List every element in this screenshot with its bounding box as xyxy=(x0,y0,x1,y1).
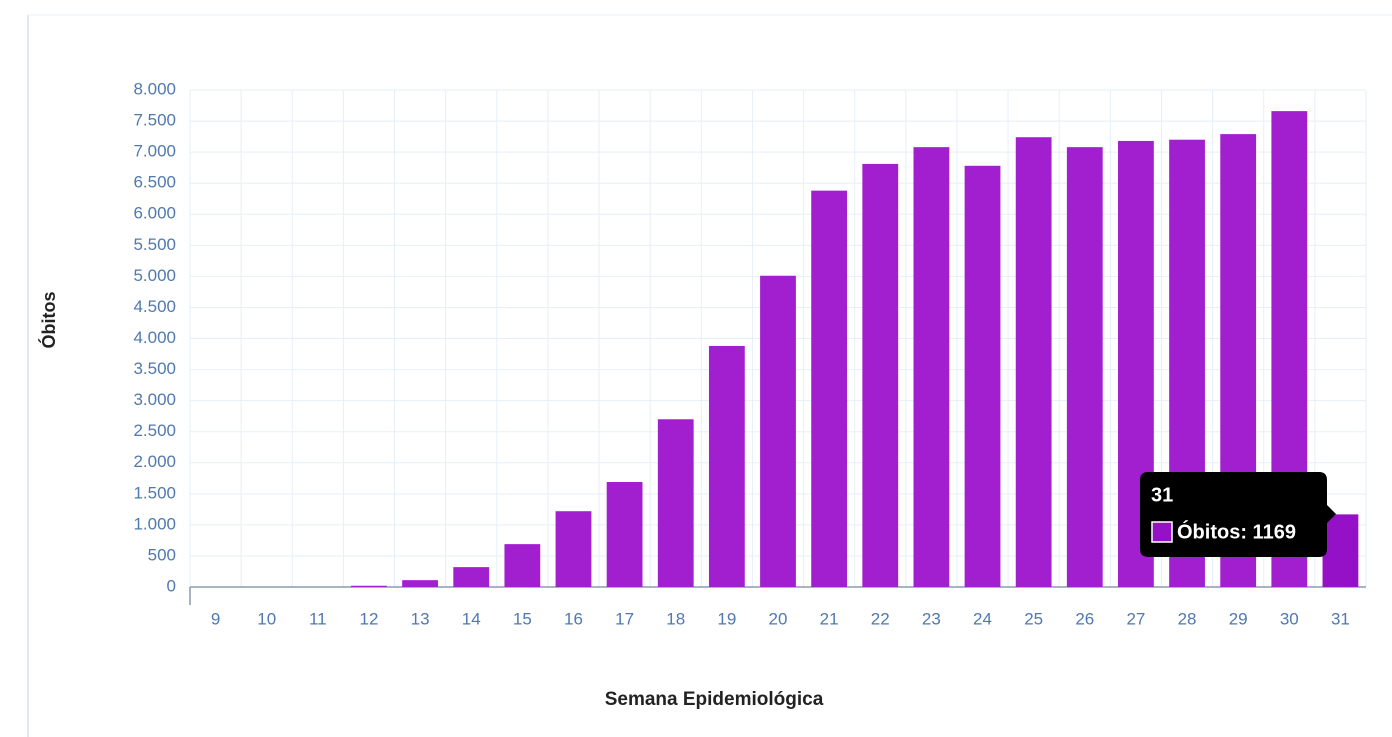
tooltip-title: 31 xyxy=(1151,484,1173,506)
y-tick-label: 4.500 xyxy=(133,297,176,316)
x-tick-label: 18 xyxy=(666,609,685,628)
x-tick-label: 20 xyxy=(769,609,788,628)
x-tick-label: 22 xyxy=(871,609,890,628)
bar xyxy=(1322,514,1359,587)
x-tick-label: 9 xyxy=(211,609,220,628)
bar xyxy=(606,482,643,587)
x-tick-label: 27 xyxy=(1126,609,1145,628)
y-tick-label: 3.500 xyxy=(133,359,176,378)
y-tick-label: 5.500 xyxy=(133,235,176,254)
x-tick-label: 17 xyxy=(615,609,634,628)
y-tick-label: 4.000 xyxy=(133,328,176,347)
x-tick-label: 11 xyxy=(309,609,327,628)
x-tick-label: 16 xyxy=(564,609,583,628)
tooltip-swatch xyxy=(1151,521,1173,543)
bar xyxy=(760,275,796,587)
y-tick-label: 8.000 xyxy=(133,79,176,98)
y-tick-label: 7.500 xyxy=(133,111,176,130)
x-tick-label: 26 xyxy=(1075,609,1094,628)
bar xyxy=(1066,147,1103,587)
x-tick-label: 24 xyxy=(973,609,992,628)
x-tick-label: 13 xyxy=(411,609,430,628)
y-tick-label: 2.500 xyxy=(133,421,176,440)
tooltip-text: Óbitos: 1169 xyxy=(1177,519,1296,543)
y-tick-label: 2.000 xyxy=(133,452,176,471)
bar xyxy=(351,585,387,587)
y-tick-label: 3.000 xyxy=(133,390,176,409)
bar xyxy=(504,544,541,587)
x-axis-title: Semana Epidemiológica xyxy=(605,689,824,710)
x-tick-label: 30 xyxy=(1280,609,1299,628)
x-tick-label: 25 xyxy=(1024,609,1043,628)
y-tick-label: 6.000 xyxy=(133,204,176,223)
bar xyxy=(913,147,950,587)
x-tick-label: 19 xyxy=(717,609,736,628)
x-tick-label: 28 xyxy=(1178,609,1197,628)
y-axis-title: Óbitos xyxy=(38,292,59,349)
x-tick-label: 12 xyxy=(359,609,378,628)
bar xyxy=(453,567,490,587)
x-tick-label: 15 xyxy=(513,609,532,628)
bar xyxy=(402,580,438,587)
bar xyxy=(708,345,745,587)
bar xyxy=(964,165,1001,588)
x-tick-label: 23 xyxy=(922,609,941,628)
bar xyxy=(555,511,592,587)
x-tick-label: 29 xyxy=(1229,609,1248,628)
y-tick-label: 1.000 xyxy=(133,514,176,533)
bar xyxy=(657,419,694,587)
y-tick-label: 6.500 xyxy=(133,173,176,192)
tooltip-box xyxy=(1140,472,1336,557)
bar xyxy=(811,190,848,587)
bar xyxy=(862,163,899,587)
x-tick-label: 21 xyxy=(820,609,839,628)
y-tick-label: 7.000 xyxy=(133,142,176,161)
y-tick-label: 1.500 xyxy=(133,483,176,502)
x-tick-label: 10 xyxy=(257,609,276,628)
y-tick-label: 500 xyxy=(148,545,176,564)
x-tick-label: 14 xyxy=(462,609,481,628)
x-tick-label: 31 xyxy=(1331,609,1350,628)
y-tick-label: 5.000 xyxy=(133,266,176,285)
y-tick-label: 0 xyxy=(167,576,176,595)
bar xyxy=(1015,137,1052,587)
